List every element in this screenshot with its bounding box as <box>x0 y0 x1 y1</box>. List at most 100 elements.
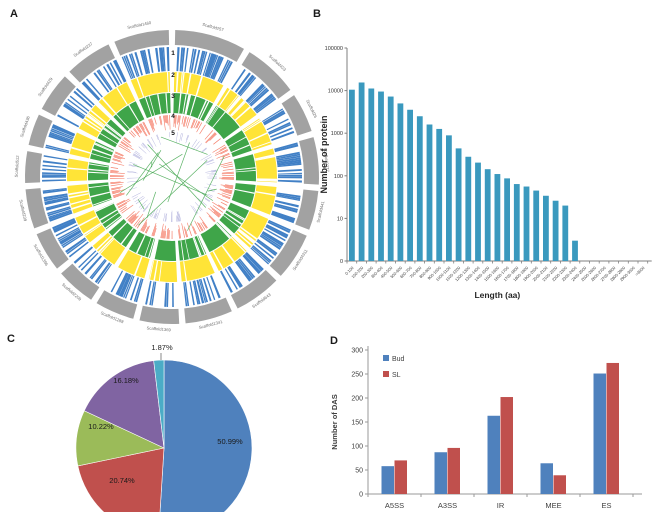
scaffold-label: Scaffold2277 <box>323 147 331 172</box>
das-bar-sl <box>447 447 460 494</box>
das-bar-sl <box>606 362 619 494</box>
pie-slice <box>159 359 253 512</box>
scaffold-segment <box>25 188 49 229</box>
das-bar-sl <box>394 460 407 494</box>
scaffold-label: Scaffold512 <box>14 155 21 178</box>
panel-a-letter: A <box>10 8 18 20</box>
legend-swatch <box>383 371 389 377</box>
y-tick-label: 200 <box>351 396 363 403</box>
scaffold-segment <box>114 30 170 56</box>
das-bar-sl <box>500 397 513 494</box>
protein-count-bar <box>562 205 569 261</box>
x-tick-label: >3000 <box>634 265 646 277</box>
y-tick-label: 10 <box>337 216 343 222</box>
das-bar-bud <box>593 373 606 494</box>
protein-count-bar <box>475 162 481 261</box>
axis-labels: 0 50 100 150 200 250 300 A5SS A3SS IR MEE ES Number … <box>330 348 612 511</box>
protein-count-bar <box>513 184 520 261</box>
protein-count-bar <box>397 103 404 261</box>
pie-slice <box>83 360 165 449</box>
pie-slices <box>75 359 253 512</box>
scaffold-outer-ring <box>25 30 319 325</box>
scaffold-segment <box>299 137 319 185</box>
protein-count-bar <box>446 135 452 261</box>
protein-count-bar <box>494 174 501 261</box>
legend-label: SL <box>392 372 401 379</box>
track-number: 3 <box>171 93 175 100</box>
y-tick-label: 10000 <box>328 89 343 95</box>
track-1-ring <box>41 47 302 307</box>
track-4-ring <box>110 115 234 239</box>
pie-slice-label: 1.87% <box>151 343 173 352</box>
x-tick-label: A3SS <box>438 501 457 510</box>
protein-length-bar-chart: 1000001000010001001000-100100-200200-300… <box>319 46 652 300</box>
track-number: 2 <box>171 72 175 79</box>
y-tick-label: 150 <box>351 420 363 427</box>
y-axis-title: Number of DAS <box>330 394 339 449</box>
protein-count-bar <box>387 96 394 262</box>
x-tick-label: IR <box>497 501 505 510</box>
protein-count-bar <box>504 178 510 261</box>
bars <box>381 362 619 494</box>
legend: Bud SL <box>383 355 405 379</box>
y-tick-label: 250 <box>351 372 363 379</box>
scaffold-segment <box>295 189 319 230</box>
protein-count-bar <box>358 82 365 261</box>
scaffold-label: Scaffold1369 <box>146 325 171 332</box>
pie-labels: 50.99% 20.74% 10.22% 16.18% 1.87% <box>88 343 243 485</box>
pie-slice-label: 20.74% <box>109 476 135 485</box>
panel-c-letter: C <box>7 333 15 345</box>
scaffold-segment <box>241 52 291 99</box>
scaffold-label: Scaffold257 <box>202 22 225 33</box>
x-tick-label: 0-100 <box>344 265 355 276</box>
y-tick-label: 300 <box>351 348 363 355</box>
das-bar-bud <box>540 463 553 494</box>
scaffold-segment <box>281 95 312 136</box>
protein-count-bar <box>407 109 413 261</box>
scaffold-segment <box>230 269 277 309</box>
scaffold-segment <box>36 228 69 269</box>
protein-count-bar <box>533 190 540 261</box>
pie-slice-label: 10.22% <box>88 422 114 431</box>
das-bar-bud <box>487 415 500 494</box>
scaffold-segment <box>139 305 180 325</box>
x-tick-label: A5SS <box>385 501 404 510</box>
protein-count-bar <box>426 124 433 261</box>
scaffold-segment <box>69 44 116 83</box>
scaffold-label: Scaffold1341 <box>198 319 223 330</box>
scaffold-segment <box>96 290 138 319</box>
circos-genome-plot: Scaffold257Scaffold423Scaffold26Scaffold… <box>14 20 331 333</box>
splicing-pie-chart: 50.99% 20.74% 10.22% 16.18% 1.87% <box>75 343 253 512</box>
scaffold-segment <box>28 114 53 149</box>
track-number: 1 <box>171 50 175 57</box>
protein-count-bar <box>543 195 549 261</box>
y-tick-label: 100 <box>351 444 363 451</box>
x-axis-title: Length (aa) <box>474 290 520 300</box>
track-3-ring <box>88 93 257 262</box>
protein-count-bar <box>416 116 423 261</box>
protein-count-bar <box>368 88 375 261</box>
x-tick-label: ES <box>601 501 611 510</box>
pie-slice <box>77 447 165 512</box>
panel-b-letter: B <box>313 8 321 20</box>
track-5-ring <box>127 132 217 222</box>
scaffold-segment <box>269 229 307 276</box>
track-number: 4 <box>171 113 175 120</box>
y-tick-label: 1000 <box>331 131 343 137</box>
y-tick-label: 100 <box>334 174 343 180</box>
scaffold-label: Scaffold436 <box>19 115 31 138</box>
scaffold-segment <box>61 263 100 300</box>
das-grouped-bar-chart: 0 50 100 150 200 250 300 A5SS A3SS IR MEE ES Number … <box>330 346 642 511</box>
track-number-labels: 1 2 3 4 5 <box>171 50 175 137</box>
x-tick-label: MEE <box>545 501 561 510</box>
protein-count-bar <box>572 240 578 261</box>
legend-label: Bud <box>392 356 405 363</box>
bars <box>349 82 578 262</box>
protein-count-bar <box>484 169 491 261</box>
protein-count-bar <box>465 156 472 261</box>
protein-count-bar <box>349 89 355 262</box>
scaffold-segment <box>184 297 232 324</box>
y-tick-label: 50 <box>355 468 363 475</box>
scaffold-label: Scaffold1460 <box>127 20 153 30</box>
pie-slice-label: 50.99% <box>217 437 243 446</box>
